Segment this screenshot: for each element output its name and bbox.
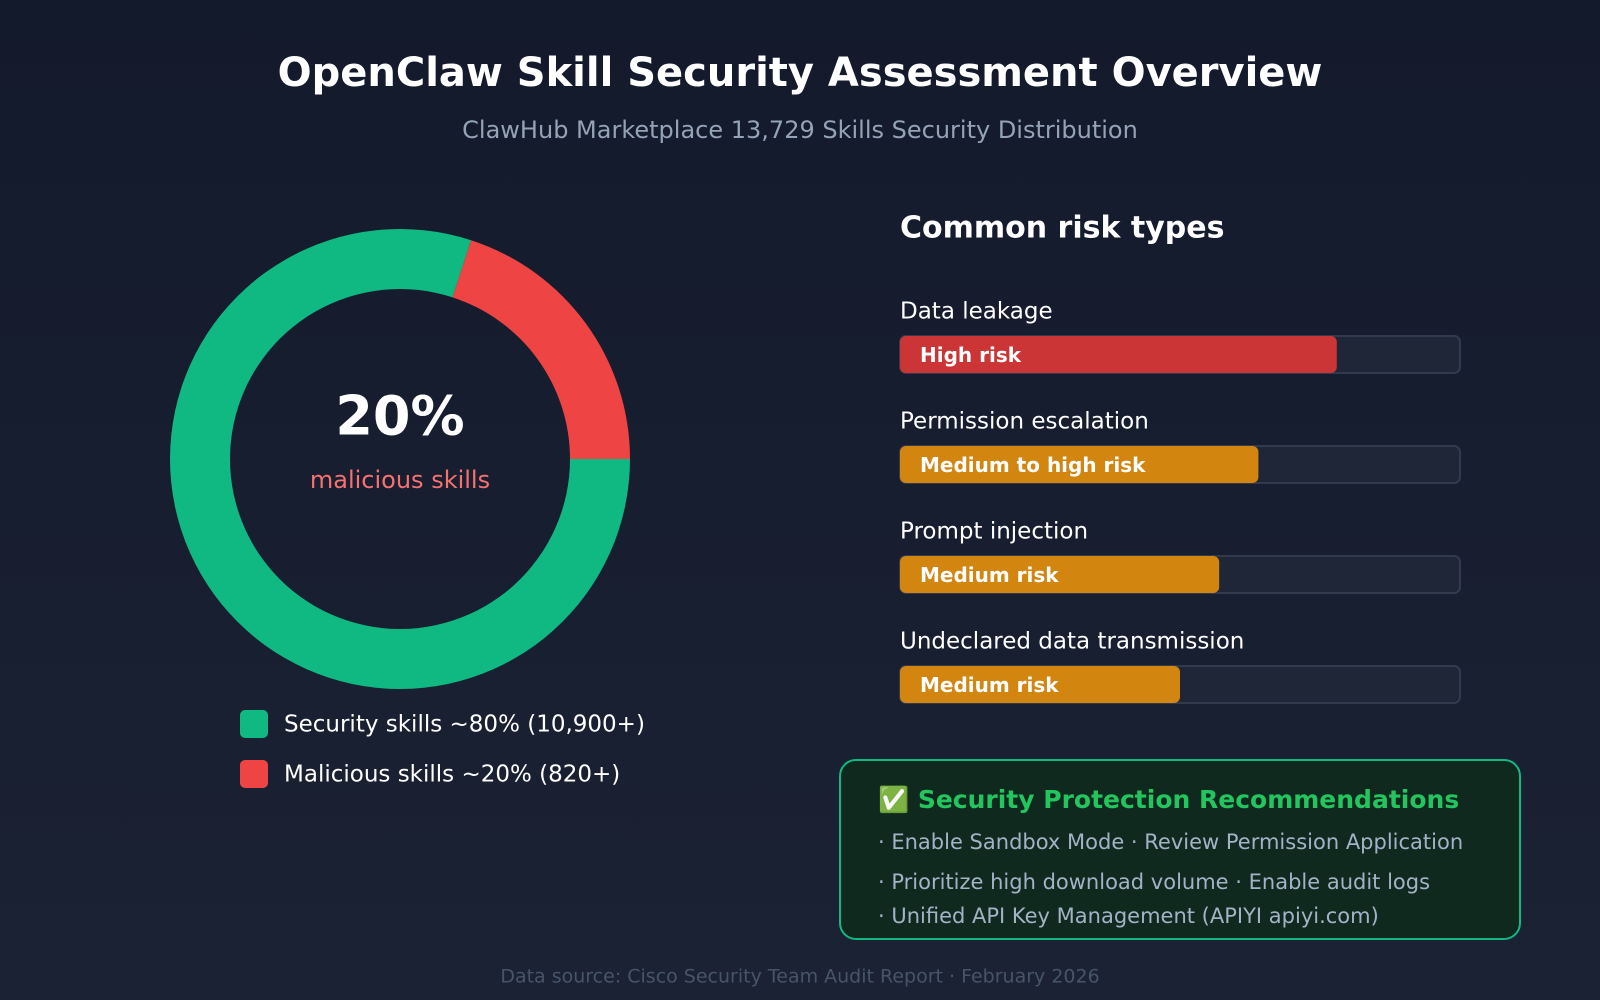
subtitle: ClawHub Marketplace 13,729 Skills Securi… [462,116,1138,144]
legend-label: Malicious skills ~20% (820+) [284,762,620,788]
recommendation-box [839,759,1521,940]
recommendation-line: · Unified API Key Management (APIYI apiy… [878,904,1379,928]
risk-level: Medium to high risk [920,453,1146,477]
risk-name: Undeclared data transmission [900,629,1244,655]
risk-name: Permission escalation [900,409,1149,435]
recommendation-line: · Enable Sandbox Mode · Review Permissio… [878,830,1463,854]
bar [900,336,1337,373]
title: OpenClaw Skill Security Assessment Overv… [278,50,1323,96]
legend-swatch [240,760,268,788]
risk-name: Prompt injection [900,519,1088,545]
risk-level: High risk [920,343,1022,367]
risk-title: Common risk types [900,211,1224,246]
donut-segment [452,240,630,459]
donut-center-caption: malicious skills [310,466,490,494]
recommendation-title: ✅ Security Protection Recommendations [878,785,1459,814]
footer: Data source: Cisco Security Team Audit R… [500,966,1099,988]
risk-level: Medium risk [920,673,1059,697]
legend-label: Security skills ~80% (10,900+) [284,712,645,738]
bar [900,556,1220,593]
risk-level: Medium risk [920,563,1059,587]
risk-name: Data leakage [900,299,1053,325]
bar [900,666,1180,703]
bar [900,446,1259,483]
donut-center-value: 20% [335,385,464,448]
recommendation-line: · Prioritize high download volume · Enab… [878,870,1430,894]
legend-swatch [240,710,268,738]
